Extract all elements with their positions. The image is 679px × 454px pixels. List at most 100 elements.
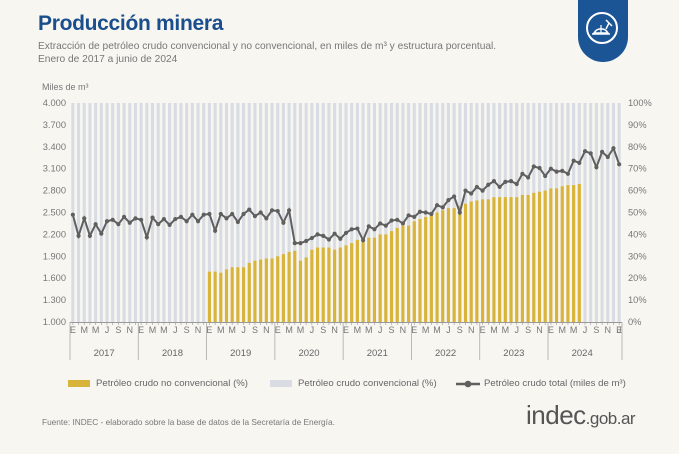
x-month-label: J bbox=[310, 325, 315, 335]
total-point bbox=[508, 179, 514, 184]
total-point bbox=[116, 222, 121, 227]
bar-conventional bbox=[71, 103, 75, 322]
bar-non-conventional bbox=[492, 197, 496, 322]
bar-non-conventional bbox=[304, 257, 308, 322]
bar-non-conventional bbox=[224, 269, 229, 322]
x-month-label: N bbox=[195, 325, 202, 335]
y-tick-label-right: 80% bbox=[628, 142, 647, 152]
bar-non-conventional bbox=[515, 197, 519, 322]
x-month-label: J bbox=[617, 325, 622, 335]
total-point bbox=[298, 241, 303, 246]
logo-suffix: .gob.ar bbox=[585, 409, 636, 428]
bar-non-conventional bbox=[253, 260, 257, 322]
bar-conventional bbox=[606, 103, 610, 322]
total-point bbox=[252, 214, 258, 219]
bar-non-conventional bbox=[532, 192, 536, 322]
bar-conventional bbox=[344, 103, 348, 322]
total-point bbox=[577, 160, 582, 165]
total-point bbox=[565, 171, 571, 176]
bar-non-conventional bbox=[207, 271, 211, 322]
total-point bbox=[235, 219, 240, 225]
x-month-label: M bbox=[365, 325, 373, 335]
bar-conventional bbox=[304, 103, 308, 322]
bar-conventional bbox=[355, 103, 359, 322]
bar-non-conventional bbox=[270, 258, 274, 322]
bar-conventional bbox=[338, 103, 342, 322]
total-point bbox=[121, 214, 127, 219]
x-month-label: J bbox=[514, 325, 519, 335]
bar-non-conventional bbox=[372, 237, 377, 322]
total-point bbox=[87, 233, 93, 238]
x-month-label: N bbox=[468, 325, 475, 335]
x-month-label: M bbox=[160, 325, 168, 335]
bar-conventional bbox=[190, 103, 194, 322]
x-month-label: M bbox=[422, 325, 430, 335]
y-tick-label-right: 30% bbox=[628, 251, 647, 261]
y-tick-label-right: 20% bbox=[628, 273, 647, 283]
legend-swatch-non-conventional bbox=[68, 380, 90, 387]
total-point bbox=[167, 222, 172, 228]
total-point bbox=[537, 165, 542, 171]
total-point bbox=[486, 182, 491, 187]
total-point bbox=[429, 211, 434, 217]
y-tick-label-left: 1.900 bbox=[43, 251, 66, 261]
y-tick-label-left: 2.200 bbox=[43, 229, 66, 239]
bar-conventional bbox=[583, 103, 587, 322]
total-point bbox=[224, 216, 229, 221]
total-point bbox=[76, 233, 81, 238]
bar-conventional bbox=[333, 103, 337, 322]
x-month-label: N bbox=[536, 325, 543, 335]
total-point bbox=[93, 222, 98, 227]
x-year-label: 2024 bbox=[572, 348, 593, 359]
chart-title: Producción minera bbox=[38, 12, 224, 35]
bar-conventional bbox=[76, 103, 81, 322]
bar-non-conventional bbox=[520, 194, 524, 322]
bar-conventional bbox=[111, 103, 115, 322]
x-month-label: E bbox=[343, 325, 349, 335]
x-month-label: M bbox=[297, 325, 305, 335]
bar-conventional bbox=[105, 103, 109, 322]
x-month-label: M bbox=[570, 325, 578, 335]
bar-non-conventional bbox=[281, 254, 285, 322]
x-month-label: E bbox=[411, 325, 417, 335]
legend-label-total: Petróleo crudo total (miles de m³) bbox=[484, 378, 626, 389]
chart-subtitle: Extracción de petróleo crudo convenciona… bbox=[38, 40, 496, 66]
bar-non-conventional bbox=[378, 234, 382, 322]
legend-label-non-conventional: Petróleo crudo no convencional (%) bbox=[96, 378, 248, 389]
y-tick-label-left: 3.100 bbox=[43, 164, 66, 174]
indec-logo: indec.gob.ar bbox=[526, 400, 636, 431]
y-tick-label-left: 3.400 bbox=[43, 142, 66, 152]
bar-conventional bbox=[94, 103, 98, 322]
y-tick-label-left: 2.800 bbox=[43, 186, 66, 196]
total-point bbox=[99, 231, 104, 236]
bar-conventional bbox=[236, 103, 240, 322]
total-point bbox=[543, 173, 548, 179]
x-year-label: 2019 bbox=[230, 348, 251, 359]
total-point bbox=[423, 210, 428, 215]
bar-conventional bbox=[372, 103, 377, 322]
bar-conventional bbox=[310, 103, 314, 322]
bar-non-conventional bbox=[446, 208, 450, 322]
total-point bbox=[406, 213, 411, 218]
total-point bbox=[315, 232, 320, 237]
y-tick-label-right: 0% bbox=[628, 317, 641, 327]
x-month-label: J bbox=[378, 325, 383, 335]
total-point bbox=[133, 216, 138, 221]
total-point bbox=[218, 211, 223, 217]
total-point bbox=[207, 211, 212, 217]
bar-non-conventional bbox=[424, 216, 428, 322]
x-month-label: J bbox=[241, 325, 246, 335]
x-month-label: M bbox=[558, 325, 566, 335]
total-point bbox=[571, 158, 576, 163]
x-month-label: S bbox=[525, 325, 531, 335]
bar-conventional bbox=[179, 103, 183, 322]
bar-non-conventional bbox=[463, 203, 468, 322]
bar-conventional bbox=[298, 103, 303, 322]
total-point bbox=[611, 146, 616, 151]
y-tick-label-left: 1.600 bbox=[43, 273, 66, 283]
total-point bbox=[139, 217, 144, 222]
x-month-label: E bbox=[138, 325, 144, 335]
x-year-label: 2023 bbox=[503, 348, 524, 359]
bar-conventional bbox=[395, 103, 399, 322]
x-year-label: 2018 bbox=[162, 348, 183, 359]
